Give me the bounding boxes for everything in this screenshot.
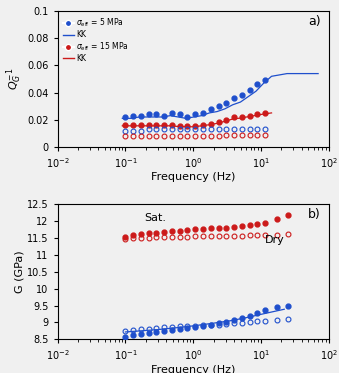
Y-axis label: $Q_G^{-1}$: $Q_G^{-1}$ xyxy=(5,68,24,90)
Text: Dry: Dry xyxy=(265,235,285,245)
X-axis label: Frequency (Hz): Frequency (Hz) xyxy=(151,172,235,182)
Y-axis label: G (GPa): G (GPa) xyxy=(14,250,24,293)
Legend: $\sigma_\mathregular{eff}$ = 5 MPa, KK, $\sigma_\mathregular{eff}$ = 15 MPa, KK: $\sigma_\mathregular{eff}$ = 5 MPa, KK, … xyxy=(61,15,130,65)
Text: a): a) xyxy=(308,15,321,28)
Text: b): b) xyxy=(308,208,321,221)
X-axis label: Frequency (Hz): Frequency (Hz) xyxy=(151,365,235,373)
Text: Sat.: Sat. xyxy=(144,213,166,223)
